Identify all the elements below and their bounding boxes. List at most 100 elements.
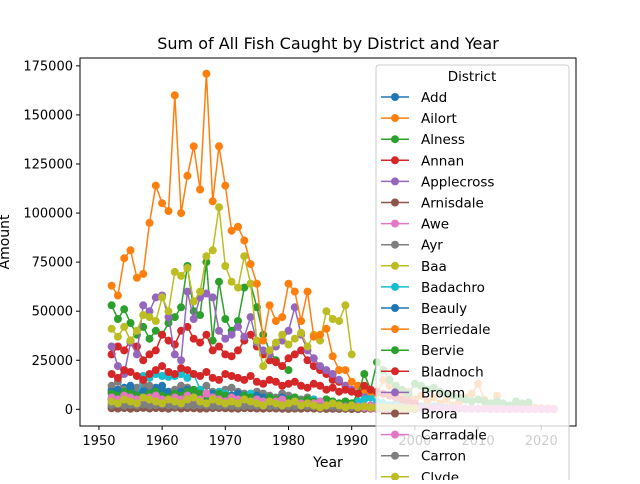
data-point xyxy=(196,397,205,406)
legend-marker xyxy=(391,282,399,291)
legend-item-applecross: Applecross xyxy=(381,174,494,190)
data-point xyxy=(151,293,160,302)
x-axis-label: Year xyxy=(312,455,343,471)
data-point xyxy=(240,252,249,261)
data-point xyxy=(113,399,122,408)
legend-label: Beauly xyxy=(421,301,467,317)
data-point xyxy=(139,269,148,278)
data-point xyxy=(208,336,217,345)
data-point xyxy=(170,267,179,276)
data-point xyxy=(132,383,141,392)
data-point xyxy=(221,334,230,343)
data-point xyxy=(164,336,173,345)
data-point xyxy=(278,362,287,371)
data-point xyxy=(328,315,337,323)
data-point xyxy=(246,397,255,406)
legend-marker xyxy=(391,219,399,228)
data-point xyxy=(284,399,293,408)
data-point xyxy=(322,385,331,394)
data-point xyxy=(246,372,255,380)
data-point xyxy=(360,395,369,404)
data-point xyxy=(183,322,192,331)
data-point xyxy=(303,356,312,365)
data-point xyxy=(158,372,167,380)
legend-item-bladnoch: Bladnoch xyxy=(381,364,484,380)
data-point xyxy=(240,283,249,292)
data-point xyxy=(284,279,293,288)
y-tick-label: 25000 xyxy=(32,354,73,369)
data-point xyxy=(240,402,249,411)
data-point xyxy=(139,400,148,409)
data-point xyxy=(189,334,198,343)
data-point xyxy=(139,387,148,396)
data-point xyxy=(177,303,186,312)
data-point xyxy=(215,342,223,351)
data-point xyxy=(366,385,375,394)
legend-label: Add xyxy=(421,90,447,106)
data-point xyxy=(196,311,205,320)
data-point xyxy=(202,368,211,376)
data-point xyxy=(139,356,148,365)
y-tick-label: 100000 xyxy=(23,207,73,222)
legend-item-bervie: Bervie xyxy=(381,343,464,359)
y-tick-label: 75000 xyxy=(32,256,73,271)
y-tick-label: 175000 xyxy=(23,59,73,74)
data-point xyxy=(196,287,205,296)
data-point xyxy=(240,395,249,404)
data-point xyxy=(151,397,160,406)
legend-marker xyxy=(391,430,399,439)
data-point xyxy=(322,324,331,333)
data-point xyxy=(132,273,141,282)
data-point xyxy=(259,401,268,410)
data-point xyxy=(297,381,306,390)
legend-marker xyxy=(391,346,399,355)
data-point xyxy=(126,336,135,345)
x-tick-label: 1960 xyxy=(146,434,179,449)
data-point xyxy=(170,397,179,406)
data-point xyxy=(335,401,344,410)
data-point xyxy=(347,387,356,396)
axes-frame xyxy=(79,57,577,427)
data-point xyxy=(366,393,375,402)
legend-item-badachro: Badachro xyxy=(381,280,485,296)
data-point xyxy=(234,317,242,325)
data-point xyxy=(265,346,274,355)
data-point xyxy=(189,370,198,378)
data-point xyxy=(126,383,135,392)
data-point xyxy=(290,334,299,343)
data-point xyxy=(215,142,223,151)
x-tick-label: 1950 xyxy=(82,434,115,449)
data-point xyxy=(290,287,299,296)
data-point xyxy=(145,381,154,390)
data-point xyxy=(183,395,192,404)
data-point xyxy=(297,317,306,325)
data-point xyxy=(189,401,198,410)
data-point xyxy=(126,319,135,327)
data-point xyxy=(113,362,122,371)
data-point xyxy=(177,370,186,378)
data-point xyxy=(164,401,173,410)
data-point xyxy=(126,397,135,406)
data-point xyxy=(158,199,167,208)
data-point xyxy=(335,366,344,375)
data-point xyxy=(196,389,205,398)
data-point xyxy=(278,381,287,390)
data-point xyxy=(303,383,312,392)
data-point xyxy=(328,352,337,361)
data-point xyxy=(297,328,306,337)
data-point xyxy=(151,326,160,335)
data-point xyxy=(290,350,299,359)
data-point xyxy=(120,366,129,375)
data-point xyxy=(215,277,223,286)
legend-label: Annan xyxy=(421,153,464,169)
data-point xyxy=(271,399,280,408)
data-point xyxy=(107,324,116,333)
legend-marker xyxy=(391,135,399,144)
data-point xyxy=(202,381,211,390)
data-point xyxy=(208,401,217,410)
series-bladnoch xyxy=(107,362,419,408)
data-point xyxy=(322,307,331,316)
data-point xyxy=(107,342,116,351)
data-point xyxy=(158,330,167,339)
data-point xyxy=(126,246,135,255)
